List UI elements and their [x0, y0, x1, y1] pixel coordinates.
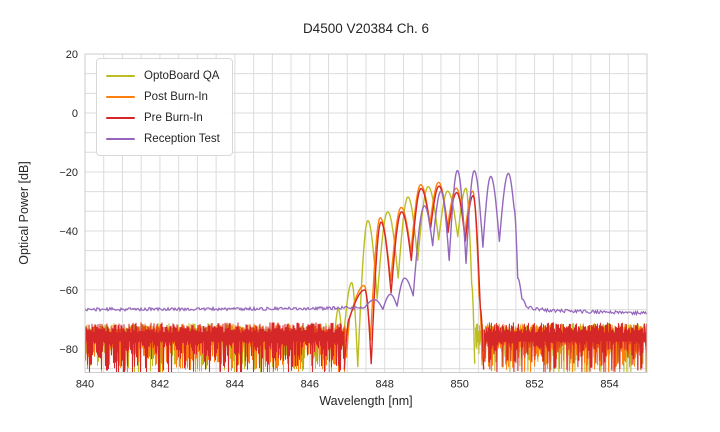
- x-tick-850: 850: [450, 379, 468, 391]
- x-tick-842: 842: [151, 379, 169, 391]
- axes-frame: [84, 53, 648, 373]
- legend-label: OptoBoard QA: [144, 69, 220, 82]
- y-tick-5: −80: [59, 344, 78, 356]
- noise-floor: [526, 305, 647, 317]
- tick-labels: 840 842 844 846 848 850 852 854 20 0 −20 −40 −60 −80: [59, 49, 618, 391]
- x-tick-852: 852: [525, 379, 543, 391]
- series-reception-test: [85, 169, 647, 317]
- y-axis-label: Optical Power [dB]: [17, 161, 31, 265]
- legend-label: Pre Burn-In: [144, 111, 203, 124]
- legend-swatch: [106, 95, 135, 98]
- x-tick-840: 840: [76, 379, 94, 391]
- legend: OptoBoard QA Post Burn-In Pre Burn-In Recep…: [96, 58, 233, 156]
- y-tick-0: 20: [66, 49, 78, 61]
- chart-title: D4500 V20384 Ch. 6: [302, 21, 430, 36]
- legend-item-pre-burn-in: Pre Burn-In: [106, 107, 220, 128]
- legend-label: Reception Test: [144, 132, 220, 145]
- x-tick-854: 854: [600, 379, 618, 391]
- x-tick-848: 848: [376, 379, 394, 391]
- signal-trace: [363, 169, 528, 311]
- legend-item-post-burn-in: Post Burn-In: [106, 86, 220, 107]
- noise-floor: [85, 322, 345, 373]
- legend-item-reception-test: Reception Test: [106, 128, 220, 149]
- noise-floor: [85, 305, 364, 313]
- noise-floor: [483, 322, 647, 373]
- x-tick-846: 846: [301, 379, 319, 391]
- x-axis-label: Wavelength [nm]: [319, 394, 413, 408]
- y-tick-2: −20: [59, 167, 78, 179]
- legend-swatch: [106, 137, 135, 140]
- y-tick-1: 0: [72, 108, 78, 120]
- legend-swatch: [106, 116, 135, 119]
- legend-label: Post Burn-In: [144, 90, 208, 103]
- y-tick-4: −60: [59, 285, 78, 297]
- x-tick-844: 844: [226, 379, 244, 391]
- y-tick-3: −40: [59, 226, 78, 238]
- legend-swatch: [106, 74, 135, 77]
- series-group: [85, 169, 647, 373]
- legend-item-optoboard-qa: OptoBoard QA: [106, 65, 220, 86]
